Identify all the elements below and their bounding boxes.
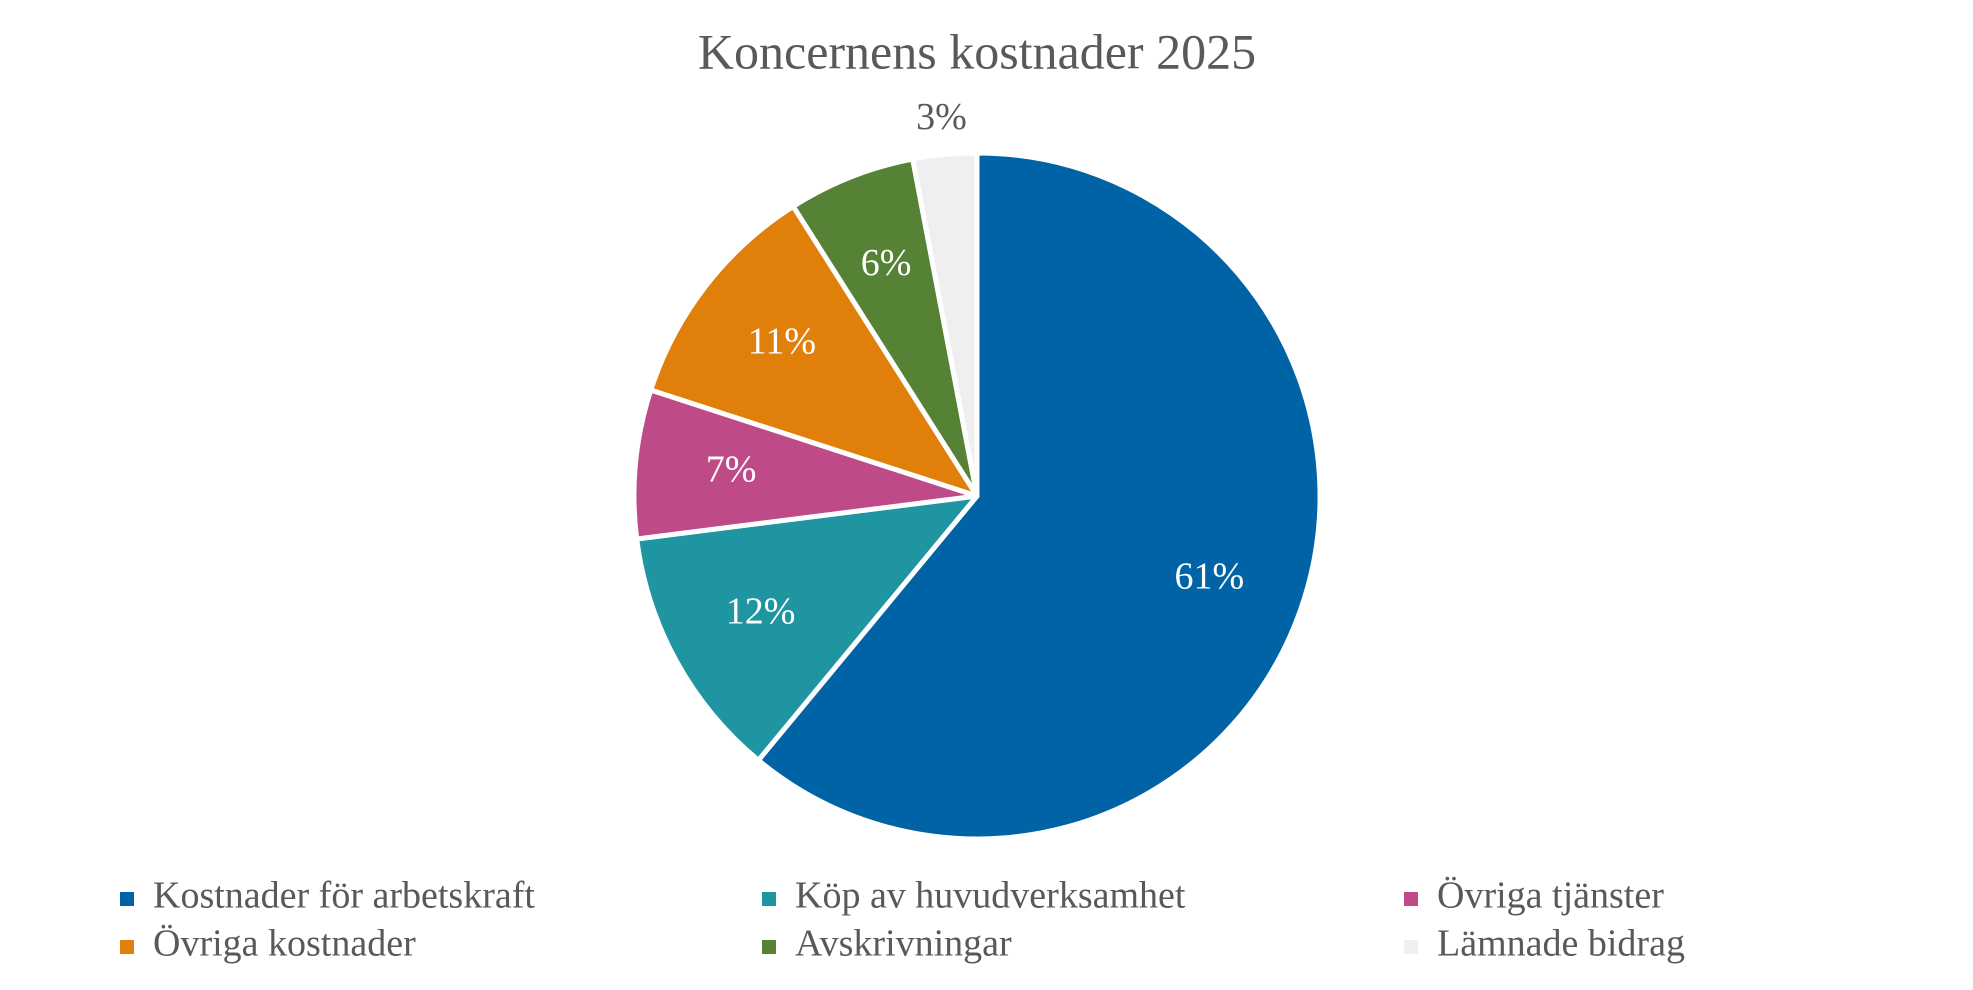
legend-label: Övriga tjänster [1437,875,1664,917]
pie-slice [910,150,980,499]
pie-slice [634,493,980,763]
pie-slice [631,387,980,542]
data-label: 11% [748,320,816,362]
pie-slice [790,156,980,499]
legend-swatch [120,892,134,906]
data-label: 12% [726,591,796,633]
legend-label: Köp av huvudverksamhet [795,875,1186,917]
legend-swatch [1404,940,1418,954]
data-label: 7% [706,448,757,490]
legend-swatch [1404,892,1418,906]
pie-slice [755,150,1323,842]
chart-title: Koncernens kostnader 2025 [698,23,1256,79]
legend-label: Lämnade bidrag [1437,923,1685,965]
legend-swatch [120,940,134,954]
legend-label: Övriga kostnader [153,923,416,965]
pie-slice [648,203,980,499]
legend-label: Kostnader för arbetskraft [153,875,535,917]
data-label: 61% [1175,555,1245,597]
legend-label: Avskrivningar [795,923,1012,965]
data-label: 3% [916,96,967,138]
legend-swatch [762,892,776,906]
data-label: 6% [861,242,912,284]
legend-swatch [762,940,776,954]
